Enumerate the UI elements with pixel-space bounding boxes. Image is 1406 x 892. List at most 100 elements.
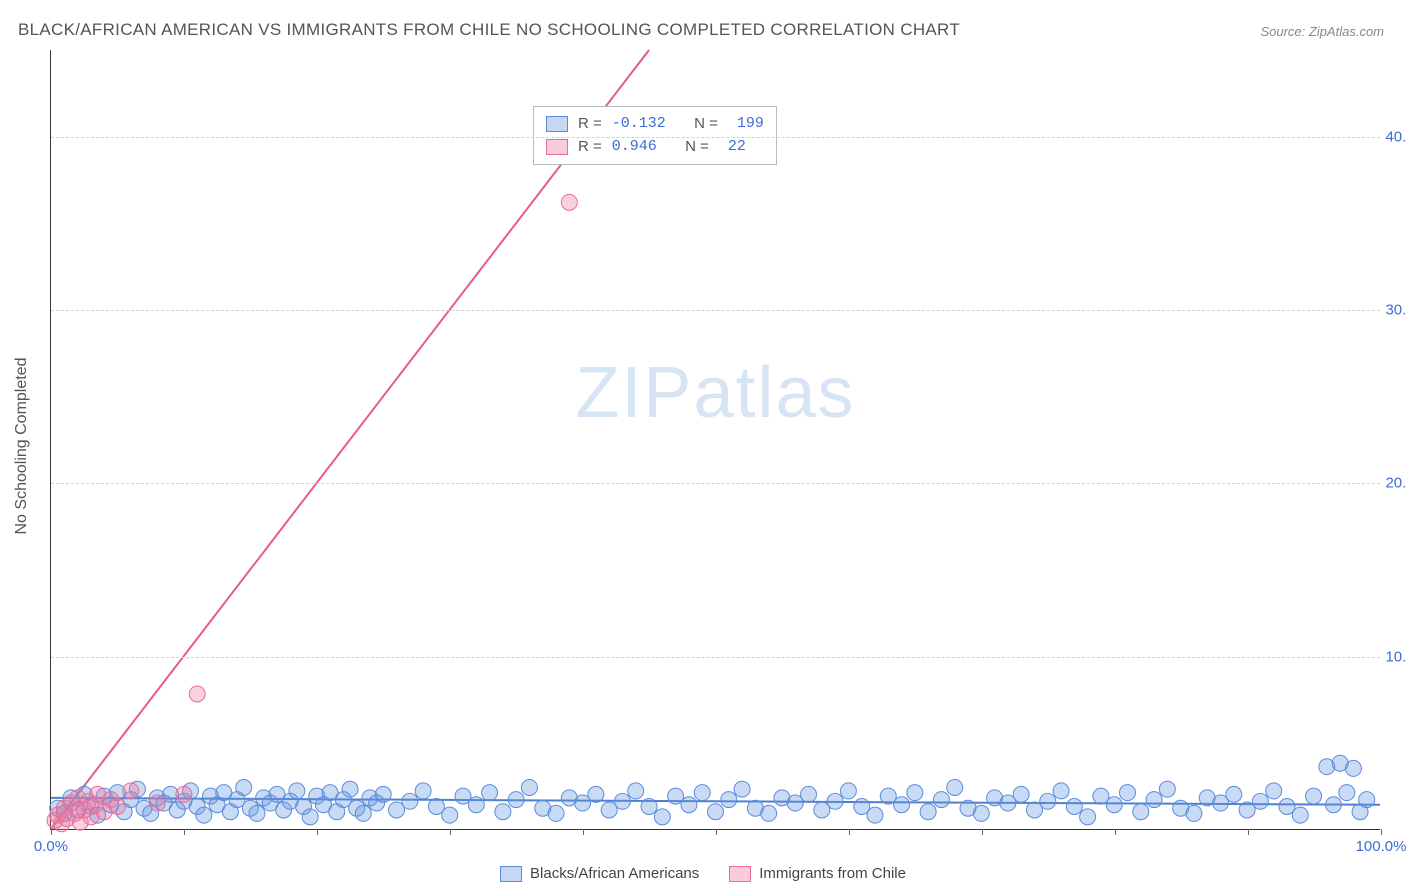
data-point-blue bbox=[442, 807, 458, 823]
data-point-blue bbox=[1266, 783, 1282, 799]
x-tick bbox=[1115, 829, 1116, 835]
legend-item: Blacks/African Americans bbox=[500, 865, 699, 882]
data-point-blue bbox=[508, 792, 524, 808]
data-point-blue bbox=[1040, 793, 1056, 809]
legend-swatch-blue bbox=[546, 116, 568, 132]
data-point-blue bbox=[761, 805, 777, 821]
legend-stats-row: R = -0.132 N = 199 bbox=[546, 113, 764, 136]
y-axis-label: No Schooling Completed bbox=[13, 358, 31, 535]
data-point-blue bbox=[289, 783, 305, 799]
data-point-blue bbox=[721, 792, 737, 808]
data-point-blue bbox=[1345, 760, 1361, 776]
data-point-blue bbox=[1339, 785, 1355, 801]
legend-stats-row: R = 0.946 N = 22 bbox=[546, 136, 764, 159]
x-tick bbox=[450, 829, 451, 835]
data-point-blue bbox=[342, 781, 358, 797]
data-point-blue bbox=[355, 805, 371, 821]
source-attribution: Source: ZipAtlas.com bbox=[1260, 24, 1384, 39]
x-tick bbox=[849, 829, 850, 835]
data-point-blue bbox=[495, 804, 511, 820]
data-point-pink bbox=[189, 686, 205, 702]
grid-line bbox=[51, 483, 1380, 484]
data-point-blue bbox=[1226, 786, 1242, 802]
data-point-blue bbox=[1159, 781, 1175, 797]
data-point-blue bbox=[947, 779, 963, 795]
data-point-blue bbox=[468, 797, 484, 813]
data-point-blue bbox=[654, 809, 670, 825]
data-point-blue bbox=[933, 792, 949, 808]
legend-bottom: Blacks/African Americans Immigrants from … bbox=[500, 865, 906, 882]
r-label: R = bbox=[578, 113, 602, 136]
x-tick bbox=[51, 829, 52, 835]
data-point-blue bbox=[1133, 804, 1149, 820]
data-point-blue bbox=[1066, 799, 1082, 815]
data-point-blue bbox=[1106, 797, 1122, 813]
data-point-blue bbox=[694, 785, 710, 801]
x-tick-label: 100.0% bbox=[1356, 838, 1406, 855]
data-point-blue bbox=[827, 793, 843, 809]
data-point-blue bbox=[734, 781, 750, 797]
data-point-blue bbox=[867, 807, 883, 823]
x-tick bbox=[317, 829, 318, 835]
data-point-blue bbox=[1252, 793, 1268, 809]
legend-swatch-blue bbox=[500, 866, 522, 882]
data-point-pink bbox=[123, 783, 139, 799]
r-value: 0.946 bbox=[612, 136, 657, 159]
data-point-blue bbox=[196, 807, 212, 823]
data-point-blue bbox=[641, 799, 657, 815]
data-point-blue bbox=[375, 786, 391, 802]
x-tick bbox=[982, 829, 983, 835]
data-point-blue bbox=[588, 786, 604, 802]
data-point-pink bbox=[176, 786, 192, 802]
grid-line bbox=[51, 657, 1380, 658]
x-tick bbox=[716, 829, 717, 835]
legend-item: Immigrants from Chile bbox=[729, 865, 906, 882]
legend-stats-box: R = -0.132 N = 199 R = 0.946 N = 22 bbox=[533, 106, 777, 165]
x-tick-label: 0.0% bbox=[34, 838, 68, 855]
data-point-blue bbox=[614, 793, 630, 809]
data-point-blue bbox=[1186, 805, 1202, 821]
y-tick-label: 20.0% bbox=[1380, 475, 1406, 492]
legend-swatch-pink bbox=[729, 866, 751, 882]
data-point-blue bbox=[415, 783, 431, 799]
data-point-blue bbox=[482, 785, 498, 801]
grid-line bbox=[51, 137, 1380, 138]
data-point-blue bbox=[1292, 807, 1308, 823]
data-point-blue bbox=[1325, 797, 1341, 813]
chart-container: BLACK/AFRICAN AMERICAN VS IMMIGRANTS FRO… bbox=[0, 0, 1406, 892]
data-point-blue bbox=[894, 797, 910, 813]
grid-line bbox=[51, 310, 1380, 311]
n-label: N = bbox=[694, 113, 718, 136]
data-point-blue bbox=[402, 793, 418, 809]
y-tick-label: 30.0% bbox=[1380, 302, 1406, 319]
chart-title: BLACK/AFRICAN AMERICAN VS IMMIGRANTS FRO… bbox=[18, 20, 960, 40]
x-tick bbox=[184, 829, 185, 835]
data-point-blue bbox=[1119, 785, 1135, 801]
x-tick bbox=[1248, 829, 1249, 835]
x-tick bbox=[1381, 829, 1382, 835]
data-point-blue bbox=[840, 783, 856, 799]
data-point-blue bbox=[521, 779, 537, 795]
data-point-blue bbox=[628, 783, 644, 799]
legend-label: Immigrants from Chile bbox=[759, 865, 906, 882]
r-label: R = bbox=[578, 136, 602, 159]
data-point-blue bbox=[973, 805, 989, 821]
data-point-blue bbox=[1013, 786, 1029, 802]
r-value: -0.132 bbox=[612, 113, 666, 136]
data-point-blue bbox=[1053, 783, 1069, 799]
data-point-blue bbox=[302, 809, 318, 825]
data-point-pink bbox=[109, 799, 125, 815]
plot-area: ZIPatlas R =-0.132 N = 199R =0.946 N = 2… bbox=[50, 50, 1380, 830]
data-point-blue bbox=[1080, 809, 1096, 825]
data-point-blue bbox=[801, 786, 817, 802]
y-tick-label: 40.0% bbox=[1380, 128, 1406, 145]
data-point-pink bbox=[561, 194, 577, 210]
n-value: 22 bbox=[719, 136, 746, 159]
trend-line-pink bbox=[51, 50, 649, 829]
n-value: 199 bbox=[728, 113, 764, 136]
data-point-blue bbox=[907, 785, 923, 801]
data-point-blue bbox=[1146, 792, 1162, 808]
data-point-blue bbox=[236, 779, 252, 795]
x-tick bbox=[583, 829, 584, 835]
n-label: N = bbox=[685, 136, 709, 159]
